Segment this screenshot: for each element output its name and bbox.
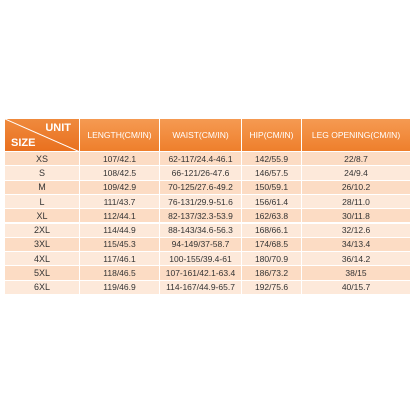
- value-cell: 118/46.5: [80, 266, 160, 281]
- value-cell: 115/45.3: [80, 237, 160, 253]
- value-cell: 168/66.1: [242, 223, 302, 238]
- value-cell: 107/42.1: [80, 152, 160, 167]
- value-cell: 94-149/37-58.7: [160, 237, 242, 253]
- value-cell: 22/8.7: [302, 152, 411, 167]
- value-cell: 36/14.2: [302, 252, 411, 267]
- value-cell: 119/46.9: [80, 280, 160, 295]
- value-cell: 82-137/32.3-53.9: [160, 209, 242, 224]
- size-label: SIZE: [11, 137, 36, 149]
- corner-cell: UNIT SIZE: [5, 119, 80, 152]
- value-cell: 162/63.8: [242, 209, 302, 224]
- value-cell: 66-121/26-47.6: [160, 166, 242, 181]
- value-cell: 28/11.0: [302, 194, 411, 210]
- column-header: HIP(CM/IN): [242, 119, 302, 152]
- value-cell: 26/10.2: [302, 180, 411, 195]
- value-cell: 32/12.6: [302, 223, 411, 238]
- value-cell: 114-167/44.9-65.7: [160, 280, 242, 295]
- value-cell: 114/44.9: [80, 223, 160, 238]
- value-cell: 174/68.5: [242, 237, 302, 253]
- size-cell: XL: [5, 209, 80, 224]
- value-cell: 76-131/29.9-51.6: [160, 194, 242, 210]
- column-header: WAIST(CM/IN): [160, 119, 242, 152]
- value-cell: 180/70.9: [242, 252, 302, 267]
- size-cell: 2XL: [5, 223, 80, 238]
- value-cell: 38/15: [302, 266, 411, 281]
- value-cell: 70-125/27.6-49.2: [160, 180, 242, 195]
- value-cell: 40/15.7: [302, 280, 411, 295]
- value-cell: 30/11.8: [302, 209, 411, 224]
- size-cell: XS: [5, 152, 80, 167]
- value-cell: 109/42.9: [80, 180, 160, 195]
- diagonal: [5, 119, 79, 151]
- column-header: LEG OPENING(CM/IN): [302, 119, 411, 152]
- value-cell: 34/13.4: [302, 237, 411, 253]
- value-cell: 62-117/24.4-46.1: [160, 152, 242, 167]
- value-cell: 186/73.2: [242, 266, 302, 281]
- value-cell: 111/43.7: [80, 194, 160, 210]
- value-cell: 150/59.1: [242, 180, 302, 195]
- value-cell: 107-161/42.1-63.4: [160, 266, 242, 281]
- value-cell: 192/75.6: [242, 280, 302, 295]
- column-header: LENGTH(CM/IN): [80, 119, 160, 152]
- size-cell: 3XL: [5, 237, 80, 253]
- value-cell: 112/44.1: [80, 209, 160, 224]
- value-cell: 88-143/34.6-56.3: [160, 223, 242, 238]
- size-cell: 4XL: [5, 252, 80, 267]
- value-cell: 108/42.5: [80, 166, 160, 181]
- value-cell: 117/46.1: [80, 252, 160, 267]
- size-cell: S: [5, 166, 80, 181]
- size-cell: M: [5, 180, 80, 195]
- size-cell: L: [5, 194, 80, 210]
- value-cell: 146/57.5: [242, 166, 302, 181]
- value-cell: 142/55.9: [242, 152, 302, 167]
- size-cell: 5XL: [5, 266, 80, 281]
- value-cell: 24/9.4: [302, 166, 411, 181]
- unit-label: UNIT: [45, 122, 71, 134]
- value-cell: 156/61.4: [242, 194, 302, 210]
- value-cell: 100-155/39.4-61: [160, 252, 242, 267]
- size-cell: 6XL: [5, 280, 80, 295]
